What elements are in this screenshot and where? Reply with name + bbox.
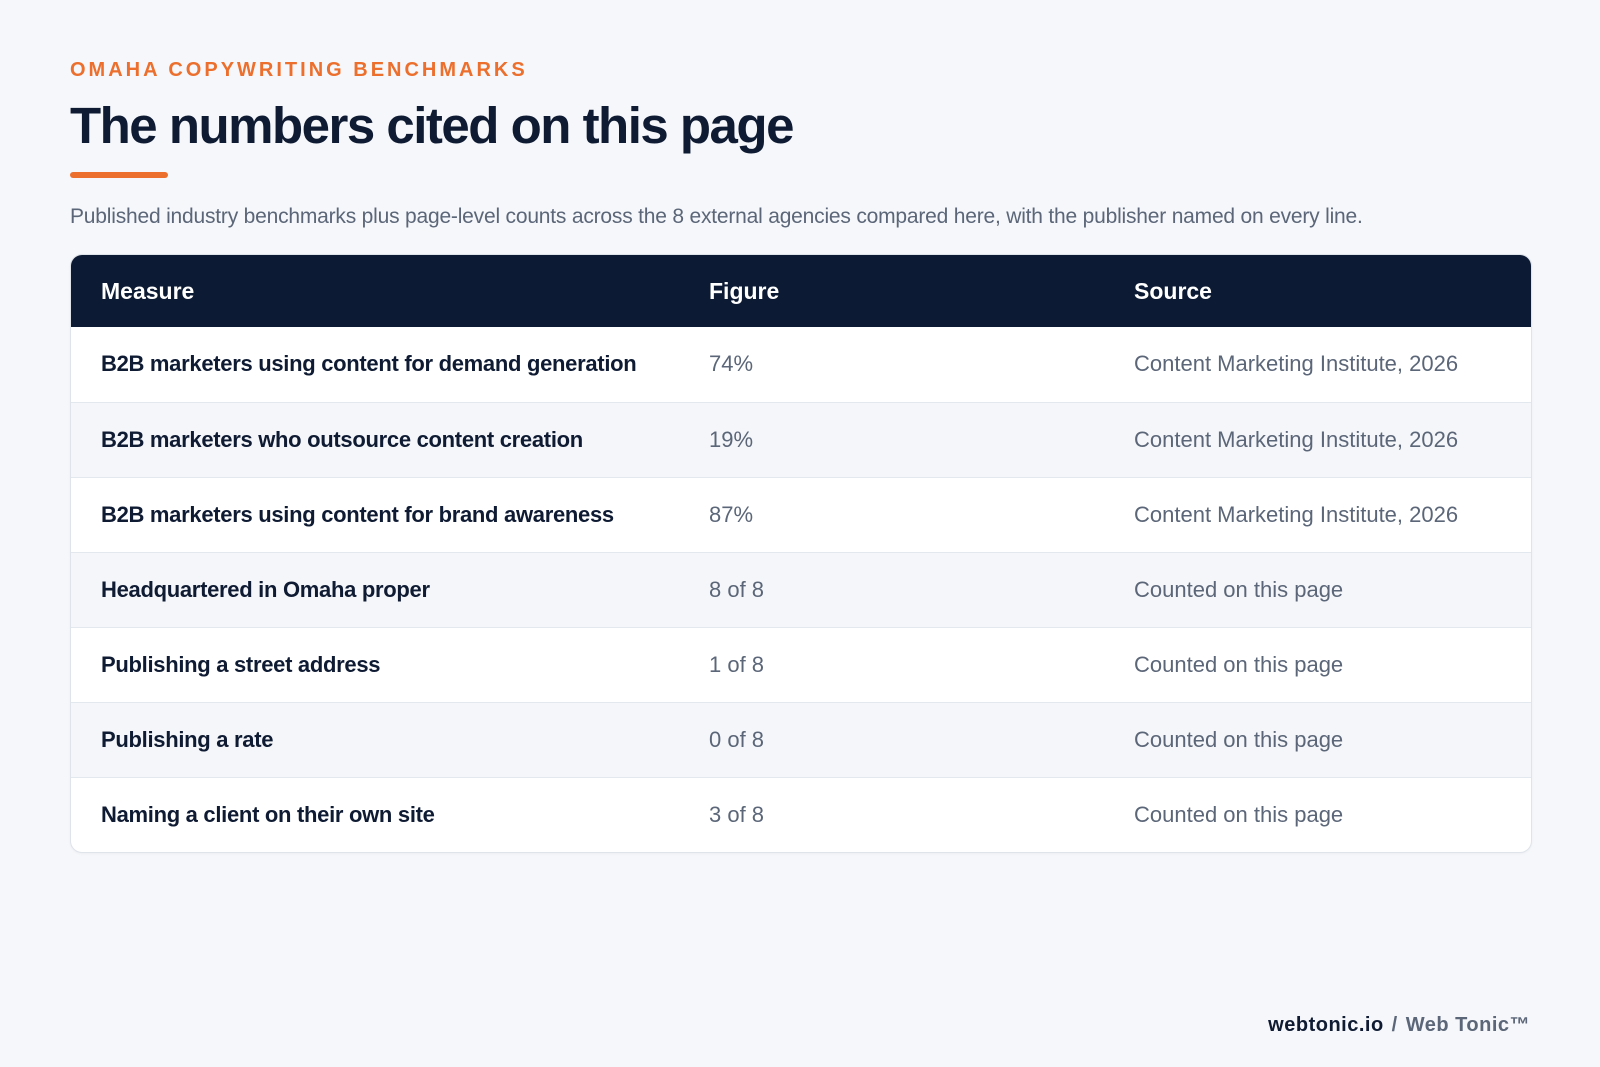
cell-source: Content Marketing Institute, 2026 bbox=[1134, 351, 1459, 377]
cell-figure: 8 of 8 bbox=[709, 576, 765, 602]
cell-figure: 19% bbox=[709, 426, 754, 452]
table-row: Headquartered in Omaha proper 8 of 8 Cou… bbox=[71, 552, 1531, 627]
cell-measure: Headquartered in Omaha proper bbox=[101, 576, 430, 602]
cell-figure: 1 of 8 bbox=[709, 651, 765, 677]
table-header-row: Measure Figure Source bbox=[71, 255, 1531, 327]
page-subtitle: Published industry benchmarks plus page-… bbox=[70, 205, 1363, 228]
cell-source: Counted on this page bbox=[1134, 726, 1344, 752]
cell-measure: Publishing a street address bbox=[101, 651, 381, 677]
benchmarks-table: Measure Figure Source B2B marketers usin… bbox=[71, 255, 1531, 852]
cell-source: Counted on this page bbox=[1134, 801, 1344, 827]
footer-brand-name: Web Tonic™ bbox=[1405, 1014, 1530, 1036]
cell-figure: 87% bbox=[709, 501, 754, 527]
cell-measure: B2B marketers using content for brand aw… bbox=[101, 501, 614, 527]
table-row: B2B marketers who outsource content crea… bbox=[71, 402, 1531, 477]
cell-figure: 0 of 8 bbox=[709, 726, 765, 752]
cell-measure: B2B marketers who outsource content crea… bbox=[101, 426, 583, 452]
cell-measure: Publishing a rate bbox=[101, 726, 274, 752]
table-row: B2B marketers using content for brand aw… bbox=[71, 477, 1531, 552]
cell-measure: Naming a client on their own site bbox=[101, 801, 435, 827]
cell-source: Counted on this page bbox=[1134, 651, 1344, 677]
table-row: B2B marketers using content for demand g… bbox=[71, 327, 1531, 402]
footer-separator: / bbox=[1391, 1014, 1398, 1036]
column-header-source: Source bbox=[1134, 277, 1212, 304]
cell-source: Counted on this page bbox=[1134, 576, 1344, 602]
table-row: Publishing a rate 0 of 8 Counted on this… bbox=[71, 702, 1531, 777]
eyebrow-label: OMAHA COPYWRITING BENCHMARKS bbox=[70, 59, 528, 81]
cell-figure: 3 of 8 bbox=[709, 801, 765, 827]
title-underline bbox=[70, 172, 168, 178]
table-row: Naming a client on their own site 3 of 8… bbox=[71, 777, 1531, 852]
cell-measure: B2B marketers using content for demand g… bbox=[101, 351, 637, 377]
table-row: Publishing a street address 1 of 8 Count… bbox=[71, 627, 1531, 702]
page-title: The numbers cited on this page bbox=[70, 97, 794, 154]
benchmarks-table-card: Measure Figure Source B2B marketers usin… bbox=[70, 254, 1532, 853]
footer-domain: webtonic.io bbox=[1268, 1014, 1384, 1036]
column-header-measure: Measure bbox=[101, 277, 195, 304]
page: OMAHA COPYWRITING BENCHMARKS The numbers… bbox=[70, 56, 1532, 853]
cell-figure: 74% bbox=[709, 351, 754, 377]
footer-brand: webtonic.io / Web Tonic™ bbox=[1268, 1012, 1530, 1038]
cell-source: Content Marketing Institute, 2026 bbox=[1134, 501, 1459, 527]
column-header-figure: Figure bbox=[709, 277, 780, 304]
table-header: Measure Figure Source bbox=[71, 255, 1531, 327]
cell-source: Content Marketing Institute, 2026 bbox=[1134, 426, 1459, 452]
table-body: B2B marketers using content for demand g… bbox=[71, 327, 1531, 852]
